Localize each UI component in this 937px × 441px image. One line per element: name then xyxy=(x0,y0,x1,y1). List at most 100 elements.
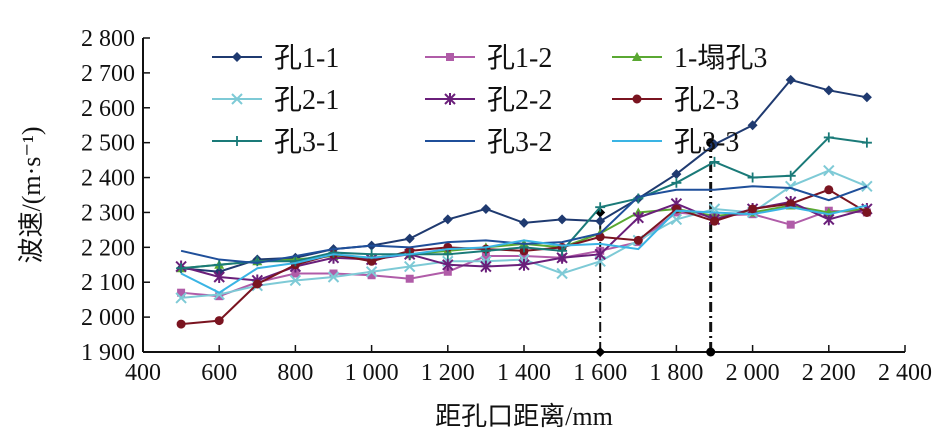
y-tick-label: 2 400 xyxy=(81,166,135,192)
legend-label: 孔1-2 xyxy=(487,43,552,74)
data-point xyxy=(367,271,376,280)
data-point xyxy=(442,258,454,271)
legend-marker xyxy=(444,93,456,105)
legend-item: 孔3-3 xyxy=(612,127,739,158)
data-point xyxy=(709,139,720,150)
data-point xyxy=(862,207,872,217)
legend-item: 孔3-2 xyxy=(425,127,552,158)
reference-axis-point xyxy=(706,347,716,357)
data-point xyxy=(519,217,529,228)
data-point xyxy=(785,170,796,181)
data-point xyxy=(480,203,491,214)
series-line xyxy=(180,185,868,265)
data-point xyxy=(556,267,568,280)
series-6 xyxy=(176,132,872,274)
data-point xyxy=(710,216,719,226)
y-tick-label: 2 500 xyxy=(81,131,135,157)
legend-label: 孔1-1 xyxy=(274,43,339,74)
series-7 xyxy=(180,185,868,265)
data-point xyxy=(442,249,453,260)
y-tick-label: 2 000 xyxy=(81,305,135,331)
data-point xyxy=(861,137,872,148)
data-point xyxy=(824,185,834,195)
legend-label: 孔3-2 xyxy=(487,127,552,158)
data-point xyxy=(861,92,872,103)
data-point xyxy=(671,169,682,180)
data-point xyxy=(748,204,758,214)
y-axis-label: 波速/(m·s⁻¹) xyxy=(17,126,46,263)
data-point xyxy=(786,220,795,229)
legend-label: 孔3-1 xyxy=(274,127,339,158)
y-tick-label: 2 300 xyxy=(81,200,135,226)
y-tick-label: 2 200 xyxy=(81,235,135,261)
data-point xyxy=(518,258,530,271)
legend-item: 孔1-2 xyxy=(425,43,552,74)
data-point xyxy=(214,259,225,270)
legend-label: 孔3-3 xyxy=(674,127,739,158)
y-tick-label: 2 700 xyxy=(81,61,135,87)
data-point xyxy=(367,256,377,266)
series-line xyxy=(181,169,868,299)
data-point xyxy=(404,233,415,244)
legend-label: 孔2-1 xyxy=(274,85,339,116)
data-point xyxy=(481,252,490,261)
data-point xyxy=(252,256,263,267)
data-point xyxy=(405,274,414,283)
data-point xyxy=(520,252,528,261)
data-point xyxy=(177,288,186,297)
data-point xyxy=(823,164,835,177)
data-point xyxy=(329,269,338,278)
x-tick-label: 1 200 xyxy=(421,360,475,386)
x-tick-label: 2 000 xyxy=(726,360,780,386)
data-point xyxy=(747,120,758,131)
data-point xyxy=(823,132,834,143)
series-8 xyxy=(180,204,868,294)
y-tick-label: 2 100 xyxy=(81,270,135,296)
data-point xyxy=(365,266,378,278)
data-point xyxy=(443,267,452,276)
data-point xyxy=(786,199,796,209)
legend-marker xyxy=(231,93,243,105)
reference-axis-point xyxy=(595,347,606,357)
data-point xyxy=(403,260,416,273)
legend-marker xyxy=(632,94,642,104)
data-point xyxy=(785,74,796,85)
data-point xyxy=(215,292,224,301)
legend-item: 孔3-1 xyxy=(212,127,339,158)
data-point xyxy=(327,271,340,283)
data-point xyxy=(709,156,720,167)
data-point xyxy=(480,260,492,273)
data-point xyxy=(670,213,683,226)
data-point xyxy=(632,211,645,224)
series-line xyxy=(180,204,868,294)
data-point xyxy=(213,270,225,283)
legend: 孔1-1 孔1-2 1-塌孔3 孔2-1 孔2-2 孔2-3 孔3-1 孔3-2 孔3-3 xyxy=(212,43,767,158)
data-point xyxy=(823,213,835,226)
legend-label: 孔2-3 xyxy=(674,85,739,116)
legend-marker xyxy=(232,52,242,62)
data-point xyxy=(633,193,644,204)
legend-label: 1-塌孔3 xyxy=(674,43,767,74)
data-point xyxy=(747,172,758,183)
data-point xyxy=(176,319,186,329)
data-point xyxy=(252,279,262,289)
legend-marker xyxy=(232,136,242,146)
y-tick-label: 2 800 xyxy=(81,26,135,52)
x-axis-label: 距孔口距离/mm xyxy=(435,402,613,431)
data-point xyxy=(671,177,682,188)
legend-label: 孔2-2 xyxy=(487,85,552,116)
y-tick-label: 2 600 xyxy=(81,96,135,122)
data-point xyxy=(823,85,834,96)
data-point xyxy=(594,248,606,261)
x-tick-label: 400 xyxy=(125,360,161,386)
x-tick-label: 600 xyxy=(201,360,237,386)
data-point xyxy=(175,292,187,304)
x-tick-label: 2 400 xyxy=(878,360,932,386)
data-point xyxy=(595,216,606,227)
x-tick-label: 1 600 xyxy=(573,360,627,386)
x-tick-label: 2 200 xyxy=(802,360,856,386)
legend-marker xyxy=(632,52,642,61)
data-point xyxy=(557,214,568,225)
